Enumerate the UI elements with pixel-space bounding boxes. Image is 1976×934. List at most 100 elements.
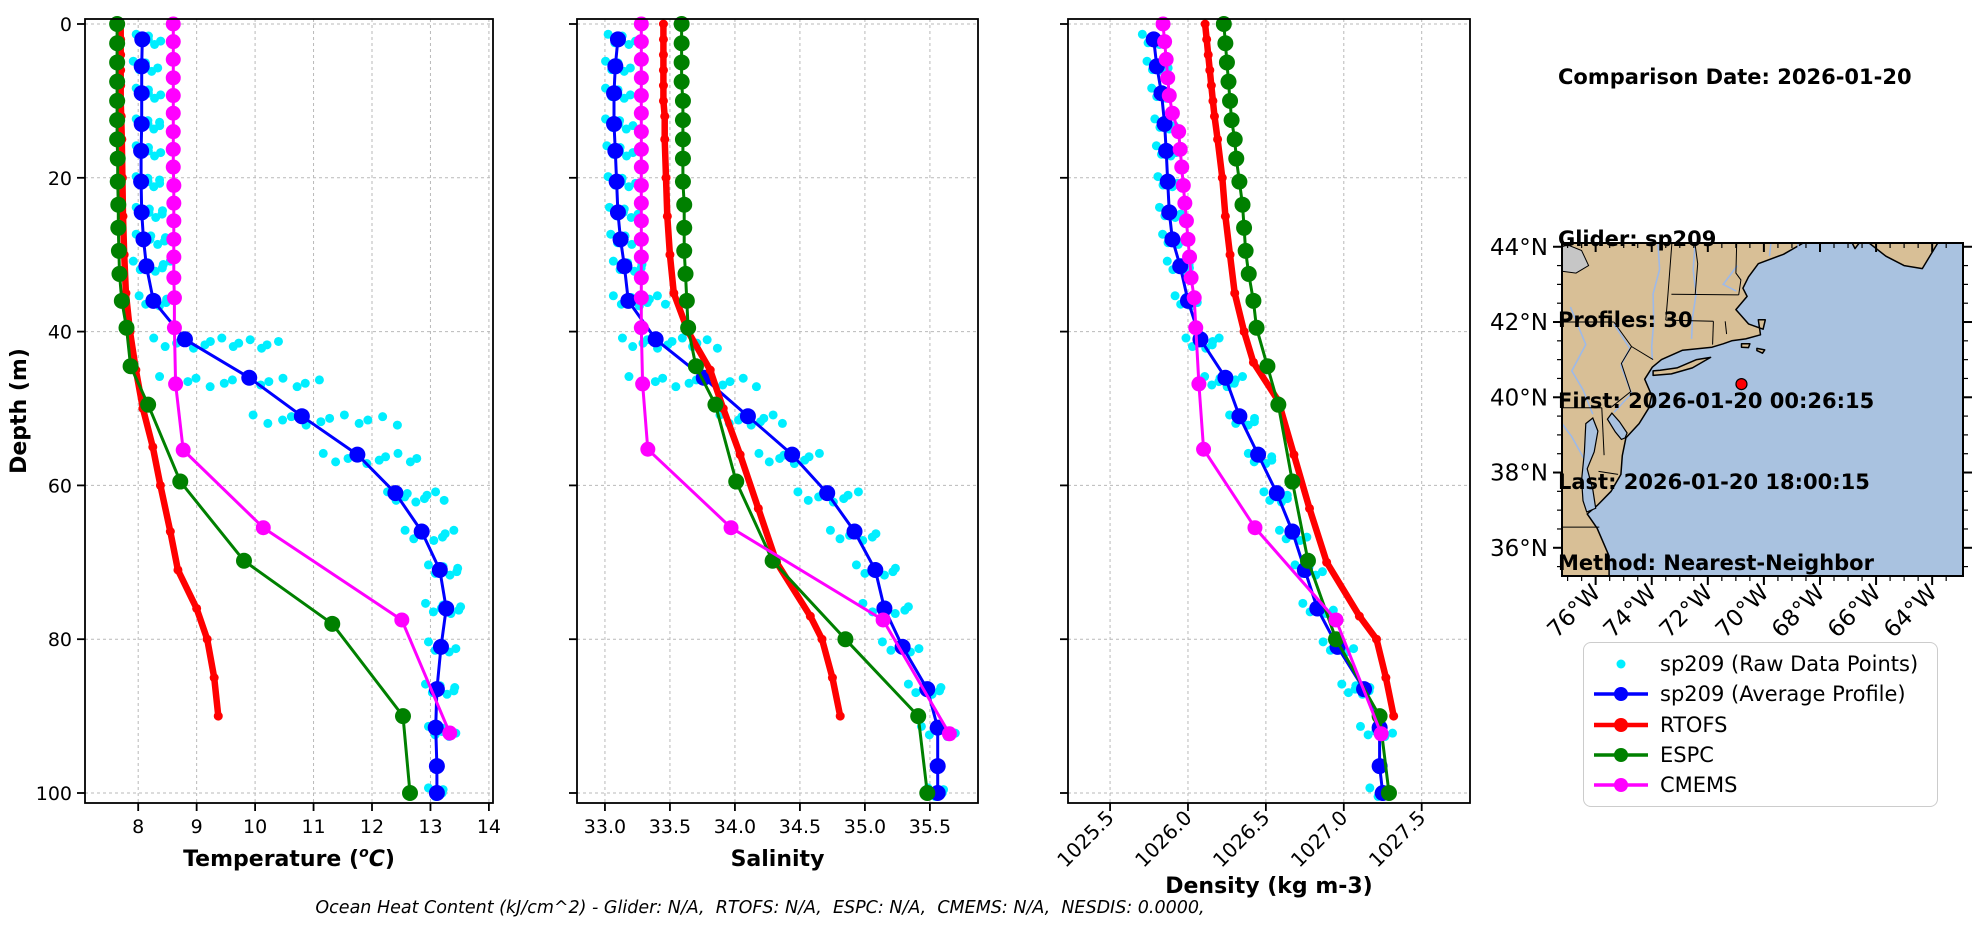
lake <box>1562 244 1590 274</box>
state-border <box>1598 470 1619 475</box>
map-area <box>1562 243 1963 576</box>
salinity-cmems-series <box>633 16 957 742</box>
svg-text:40°N: 40°N <box>1490 385 1548 411</box>
state-border <box>1724 321 1728 335</box>
legend-item-avg: sp209 (Average Profile) <box>1584 679 1937 709</box>
density-espc-series <box>1215 15 1397 802</box>
profiles-count: Profiles: 30 <box>1558 308 1693 332</box>
temperature-frame <box>84 18 494 804</box>
land <box>1851 243 1860 250</box>
density-cmems-series <box>1155 16 1389 742</box>
legend-label: CMEMS <box>1660 772 1738 797</box>
state-border <box>1712 321 1714 345</box>
map-ticks <box>1553 243 1972 585</box>
state-border <box>1665 319 1714 322</box>
temperature-axis-ticks: 8 9 10 11 12 13 14 0 20 40 60 80 100 <box>36 14 501 838</box>
bay <box>1606 412 1628 441</box>
land <box>1652 356 1712 377</box>
svg-text:34.0: 34.0 <box>714 816 756 838</box>
svg-text:14: 14 <box>477 816 501 838</box>
svg-text:9: 9 <box>191 816 203 838</box>
svg-text:20: 20 <box>48 168 72 190</box>
info-panel: Comparison Date: 2026-01-20 Glider: sp20… <box>1558 10 1968 631</box>
temperature-avg-series <box>133 31 455 802</box>
svg-text:38°N: 38°N <box>1490 461 1548 487</box>
svg-text:36°N: 36°N <box>1490 536 1548 562</box>
svg-text:1026.0: 1026.0 <box>1130 806 1196 872</box>
legend-label: RTOFS <box>1660 712 1728 737</box>
profile-plots: 8 9 10 11 12 13 14 0 20 40 60 80 100 Temperature (oC)… <box>7 14 1471 899</box>
svg-text:100: 100 <box>36 783 72 805</box>
svg-text:1026.5: 1026.5 <box>1208 806 1274 872</box>
svg-text:35.5: 35.5 <box>909 816 951 838</box>
svg-text:44°N: 44°N <box>1490 235 1548 261</box>
density-xlabel: Density (kg m-3) <box>1165 874 1373 899</box>
svg-text:33.0: 33.0 <box>584 816 626 838</box>
salinity-raw-points <box>601 29 960 801</box>
svg-text:12: 12 <box>360 816 384 838</box>
salinity-grid <box>577 19 978 803</box>
salinity-axis-ticks: 33.0 33.5 34.0 34.5 35.0 35.5 <box>569 23 951 838</box>
land <box>1740 343 1751 349</box>
salinity-xlabel: Salinity <box>731 847 825 872</box>
info-spacer <box>1558 145 1968 172</box>
svg-text:1027.0: 1027.0 <box>1286 806 1352 872</box>
espc-legend-marker <box>1594 747 1648 762</box>
river <box>1613 323 1633 413</box>
river <box>1768 243 1772 257</box>
svg-text:1025.5: 1025.5 <box>1052 806 1118 872</box>
svg-text:80: 80 <box>48 629 72 651</box>
land <box>1756 347 1766 354</box>
legend-item-espc: ESPC <box>1584 740 1937 770</box>
river <box>1721 265 1738 292</box>
rtofs-legend-marker <box>1594 717 1648 732</box>
state-border <box>1601 407 1605 456</box>
legend-label: sp209 (Average Profile) <box>1660 682 1906 707</box>
legend-label: sp209 (Raw Data Points) <box>1660 652 1919 677</box>
river <box>1796 243 1800 251</box>
raw-legend-marker <box>1616 659 1626 669</box>
legend: sp209 (Raw Data Points) sp209 (Average Pr… <box>1583 642 1938 807</box>
state-border <box>1735 243 1742 295</box>
river <box>1650 243 1661 360</box>
state-border <box>1694 243 1699 295</box>
svg-text:35.0: 35.0 <box>844 816 886 838</box>
svg-text:8: 8 <box>132 816 144 838</box>
svg-text:40: 40 <box>48 322 72 344</box>
glider-name: Glider: sp209 <box>1558 227 1717 251</box>
ocean-heat-content-caption: Ocean Heat Content (kJ/cm^2) - Glider: N… <box>315 898 1205 918</box>
svg-text:34.5: 34.5 <box>779 816 821 838</box>
svg-text:33.5: 33.5 <box>649 816 691 838</box>
map-frame <box>1561 242 1964 577</box>
temperature-cmems-series <box>165 16 458 741</box>
glider-location-marker <box>1735 378 1748 391</box>
svg-text:42°N: 42°N <box>1490 310 1548 336</box>
svg-text:0: 0 <box>60 14 72 36</box>
last-profile-time: Last: 2026-01-20 18:00:15 <box>1558 470 1870 494</box>
svg-text:1027.5: 1027.5 <box>1364 806 1430 872</box>
svg-text:13: 13 <box>418 816 442 838</box>
cmems-legend-marker <box>1594 777 1648 792</box>
temperature-xlabel: Temperature (oC) <box>183 845 395 872</box>
svg-text:10: 10 <box>243 816 267 838</box>
river <box>1569 306 1594 415</box>
avg-legend-marker <box>1594 687 1648 702</box>
legend-item-raw: sp209 (Raw Data Points) <box>1584 649 1937 679</box>
first-profile-time: First: 2026-01-20 00:26:15 <box>1558 389 1875 413</box>
salinity-espc-series <box>673 15 936 802</box>
density-rtofs-series <box>1200 19 1399 721</box>
comparison-date: Comparison Date: 2026-01-20 <box>1558 65 1912 89</box>
legend-item-cmems: CMEMS <box>1584 770 1937 800</box>
state-border <box>1631 346 1654 361</box>
temperature-espc-series <box>109 15 418 802</box>
salinity-panel: 33.0 33.5 34.0 34.5 35.0 35.5 Salinity <box>569 15 979 872</box>
density-axis-ticks: 1025.5 1026.0 1026.5 1027.0 1027.5 <box>1052 23 1430 872</box>
salinity-avg-series <box>606 31 946 802</box>
density-frame <box>1067 18 1471 804</box>
method: Method: Nearest-Neighbor <box>1558 551 1874 575</box>
legend-item-rtofs: RTOFS <box>1584 709 1937 739</box>
state-border <box>1611 321 1633 408</box>
bay <box>1580 417 1599 513</box>
